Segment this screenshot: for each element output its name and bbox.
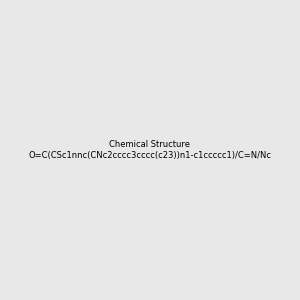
Text: Chemical Structure
O=C(CSc1nnc(CNc2cccc3cccc(c23))n1-c1ccccc1)/C=N/Nc: Chemical Structure O=C(CSc1nnc(CNc2cccc3… — [28, 140, 272, 160]
